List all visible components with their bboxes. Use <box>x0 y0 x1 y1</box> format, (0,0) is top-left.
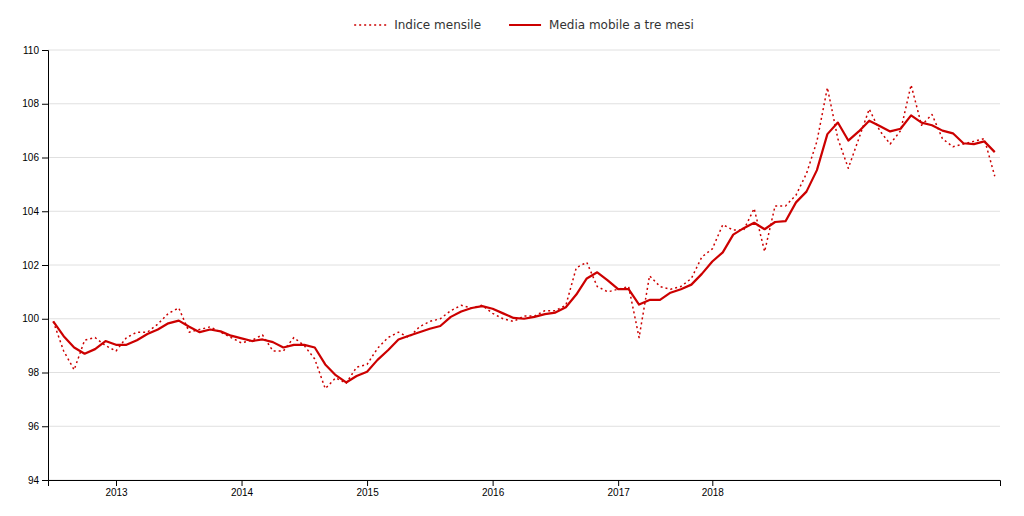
x-tick: 2018 <box>702 480 725 498</box>
tick-mark <box>42 50 48 51</box>
tick-label: 2017 <box>608 487 631 498</box>
tick-label: 104 <box>22 206 39 217</box>
grid-line <box>48 372 1000 373</box>
tick-mark <box>42 158 48 159</box>
chart: 94 96 98 100 102 104 106 108 110 2013 2014 2015 2016… <box>0 0 1024 516</box>
tick-label: 108 <box>22 98 39 109</box>
legend-item: Media mobile a tre mesi <box>509 18 694 32</box>
tick-label: 102 <box>22 260 39 271</box>
tick-mark <box>618 480 619 486</box>
tick-label: 100 <box>22 313 39 324</box>
y-tick: 108 <box>22 98 48 109</box>
tick-mark <box>42 319 48 320</box>
tick-mark <box>367 480 368 486</box>
x-tick: 2016 <box>482 480 505 498</box>
y-tick: 106 <box>22 152 48 163</box>
plot: 94 96 98 100 102 104 106 108 110 2013 2014 2015 2016… <box>22 45 1000 498</box>
x-tick: 2015 <box>356 480 379 498</box>
tick-mark <box>712 480 713 486</box>
lines <box>53 85 995 389</box>
y-axis: 94 96 98 100 102 104 106 108 110 <box>22 45 48 486</box>
legend-label: Media mobile a tre mesi <box>549 18 694 32</box>
tick-label: 2018 <box>702 487 725 498</box>
x-tick: 2014 <box>231 480 254 498</box>
grid-line <box>48 265 1000 266</box>
y-tick: 100 <box>22 313 48 324</box>
axis-line <box>49 481 1001 487</box>
series-line <box>53 85 995 389</box>
tick-mark <box>42 480 48 481</box>
legend-swatch <box>509 24 541 26</box>
tick-mark <box>116 480 117 486</box>
tick-mark <box>42 104 48 105</box>
grid-line <box>48 103 1000 104</box>
tick-label: 2013 <box>105 487 128 498</box>
grid <box>48 50 1000 480</box>
tick-label: 96 <box>28 421 40 432</box>
y-tick: 110 <box>23 45 48 56</box>
grid-line <box>48 426 1000 427</box>
tick-mark <box>493 480 494 486</box>
tick-label: 94 <box>28 475 40 486</box>
tick-label: 98 <box>28 367 40 378</box>
x-axis: 2013 2014 2015 2016 2017 2018 <box>49 480 1001 498</box>
y-tick: 94 <box>28 475 48 486</box>
grid-line <box>48 211 1000 212</box>
y-tick: 102 <box>22 260 48 271</box>
legend: Indice mensile Media mobile a tre mesi <box>354 18 694 32</box>
x-tick: 2013 <box>105 480 128 498</box>
grid-line <box>48 50 1000 51</box>
grid-line <box>48 157 1000 158</box>
y-tick: 96 <box>28 421 48 432</box>
y-tick: 98 <box>28 367 48 378</box>
tick-mark <box>242 480 243 486</box>
tick-label: 110 <box>23 45 39 56</box>
tick-label: 2014 <box>231 487 254 498</box>
x-tick: 2017 <box>608 480 631 498</box>
tick-mark <box>42 426 48 427</box>
y-tick: 104 <box>22 206 48 217</box>
tick-label: 2015 <box>356 487 379 498</box>
tick-mark <box>42 211 48 212</box>
tick-label: 2016 <box>482 487 505 498</box>
series-line <box>53 115 995 382</box>
axis-line <box>42 51 49 481</box>
legend-label: Indice mensile <box>394 18 481 32</box>
legend-swatch <box>354 24 386 26</box>
tick-mark <box>42 373 48 374</box>
tick-mark <box>42 265 48 266</box>
tick-label: 106 <box>22 152 39 163</box>
legend-item: Indice mensile <box>354 18 481 32</box>
